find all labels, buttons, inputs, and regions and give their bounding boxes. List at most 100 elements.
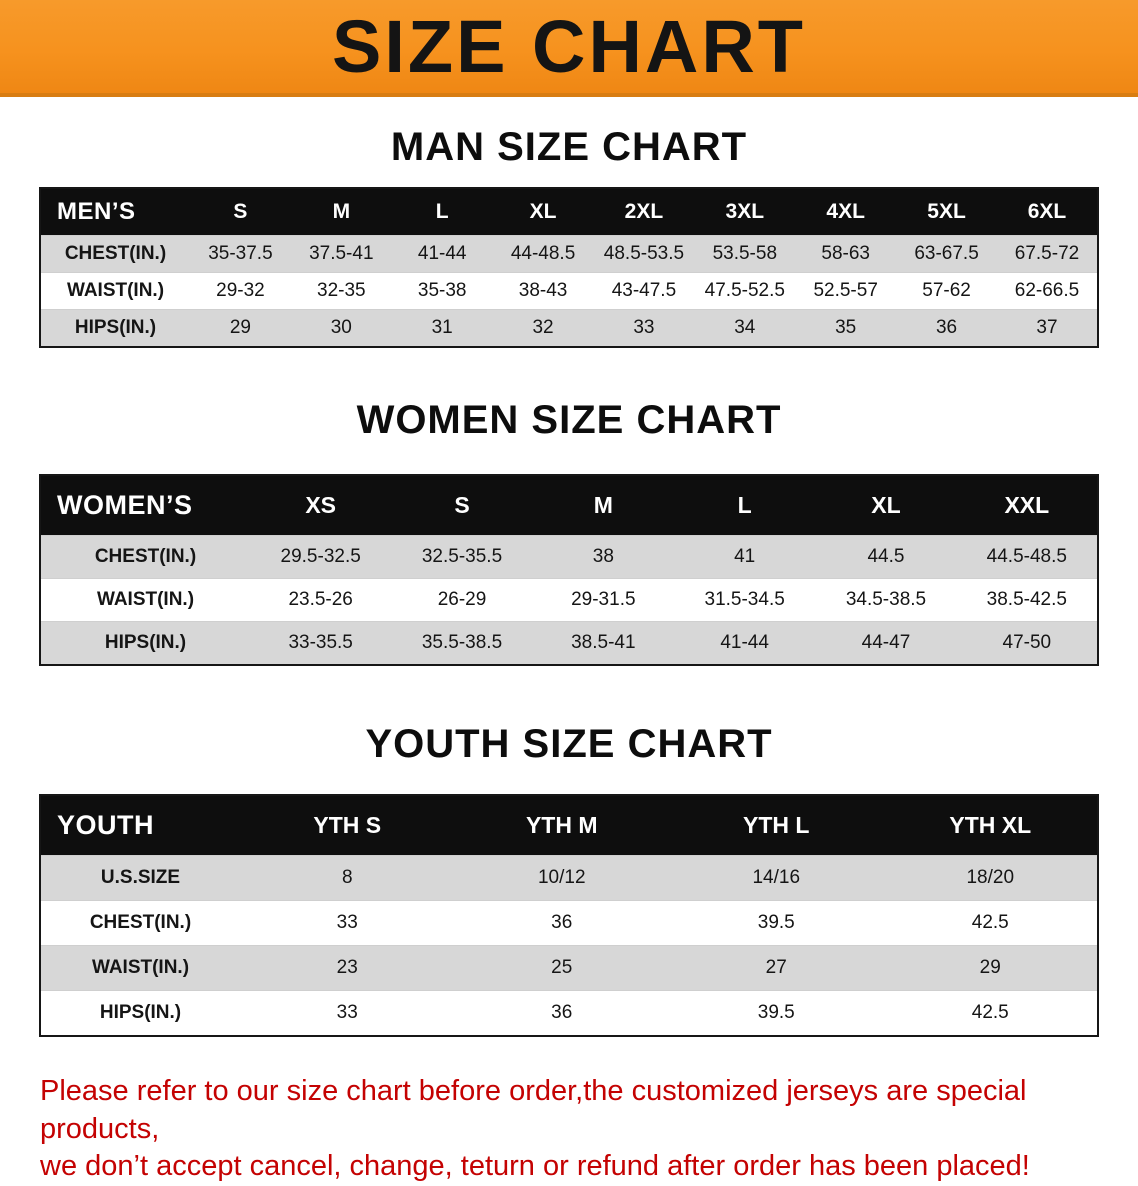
size-header-cell: M xyxy=(290,188,392,236)
size-header-cell: XXL xyxy=(956,475,1098,536)
value-cell: 63-67.5 xyxy=(914,243,979,264)
row-label-cell: HIPS(IN.) xyxy=(99,1002,182,1023)
size-header-cell: L xyxy=(673,475,816,536)
value-cell: 33 xyxy=(336,912,358,933)
size-header-cell: S xyxy=(391,475,533,536)
notice-line-2: we don’t accept cancel, change, teturn o… xyxy=(40,1150,1030,1183)
value-cell: 29-32 xyxy=(216,280,265,301)
value-cell: 41 xyxy=(734,546,756,567)
value-cell: 37 xyxy=(1036,317,1058,338)
value-cell: 29.5-32.5 xyxy=(280,546,361,567)
value-cell: 44.5 xyxy=(867,546,905,567)
size-header-cell: M xyxy=(532,475,674,536)
row-label-cell: CHEST(IN.) xyxy=(94,546,197,567)
value-cell: 34 xyxy=(734,317,756,338)
value-cell: 39.5 xyxy=(757,1002,795,1023)
value-cell: 41-44 xyxy=(417,243,467,264)
value-cell: 47.5-52.5 xyxy=(704,280,785,301)
value-cell: 30 xyxy=(330,317,352,338)
size-header-cell: S xyxy=(190,188,291,236)
row-label-cell: U.S.SIZE xyxy=(100,867,181,888)
value-cell: 32.5-35.5 xyxy=(421,546,503,567)
value-cell: 29-31.5 xyxy=(571,589,636,610)
table-row: HIPS(IN.) 33-35.5 35.5-38.5 38.5-41 41-44 44-… xyxy=(40,621,1098,665)
value-cell: 27 xyxy=(765,957,787,978)
notice-line-1: Please refer to our size chart before or… xyxy=(40,1075,1027,1145)
value-cell: 33-35.5 xyxy=(288,632,353,653)
value-cell: 33 xyxy=(336,1002,358,1023)
value-cell: 35-38 xyxy=(417,280,467,301)
value-cell: 44-47 xyxy=(861,632,911,653)
value-cell: 14/16 xyxy=(752,867,801,888)
value-cell: 58-63 xyxy=(821,243,870,264)
table-row: CHEST(IN.) 29.5-32.5 32.5-35.5 38 41 44.5 44.5… xyxy=(40,535,1098,579)
value-cell: 67.5-72 xyxy=(1014,243,1080,264)
size-header-cell: YTH L xyxy=(669,795,884,856)
women-size-table: WOMEN’S XS S M L XL XXL CHEST(IN.) 29.5-32.5 32.5… xyxy=(39,474,1099,666)
value-cell: 41-44 xyxy=(720,632,769,653)
table-row: HIPS(IN.) 33 36 39.5 42.5 xyxy=(40,990,1098,1036)
value-cell: 36 xyxy=(935,317,958,338)
value-cell: 8 xyxy=(341,867,353,888)
value-cell: 29 xyxy=(979,957,1001,978)
table-row: WAIST(IN.) 29-32 32-35 35-38 38-43 43-47.5 47.… xyxy=(40,272,1098,310)
value-cell: 44-48.5 xyxy=(510,243,576,264)
value-cell: 34.5-38.5 xyxy=(845,589,927,610)
table-title-cell: YOUTH xyxy=(40,795,240,856)
row-label-cell: WAIST(IN.) xyxy=(66,280,165,301)
value-cell: 52.5-57 xyxy=(813,280,878,301)
header-row: YOUTH YTH S YTH M YTH L YTH XL xyxy=(40,795,1098,856)
size-header-cell: 6XL xyxy=(997,188,1098,236)
value-cell: 23.5-26 xyxy=(288,589,353,610)
size-header-cell: 2XL xyxy=(593,188,695,236)
page-title: SIZE CHART xyxy=(332,4,806,88)
youth-size-chart-section: YOUTH SIZE CHART YOUTH YTH S YTH M YTH L YTH… xyxy=(0,722,1138,1037)
size-header-cell: 4XL xyxy=(795,188,897,236)
value-cell: 43-47.5 xyxy=(611,280,677,301)
value-cell: 35 xyxy=(835,317,857,338)
value-cell: 44.5-48.5 xyxy=(986,546,1067,567)
man-size-chart-title: MAN SIZE CHART xyxy=(390,125,748,169)
women-size-chart-title: WOMEN SIZE CHART xyxy=(356,398,782,442)
value-cell: 37.5-41 xyxy=(309,243,374,264)
header-row: MEN’S S M L XL 2XL 3XL 4XL 5XL 6XL xyxy=(40,188,1098,236)
table-row: WAIST(IN.) 23.5-26 26-29 29-31.5 31.5-34.5 34… xyxy=(40,578,1098,622)
value-cell: 32 xyxy=(532,317,554,338)
value-cell: 47-50 xyxy=(1002,632,1052,653)
value-cell: 18/20 xyxy=(966,867,1015,888)
size-header-cell: L xyxy=(391,188,493,236)
youth-size-table: YOUTH YTH S YTH M YTH L YTH XL U.S.SIZE 8 10/12… xyxy=(39,794,1099,1037)
value-cell: 53.5-58 xyxy=(712,243,778,264)
value-cell: 39.5 xyxy=(757,912,795,933)
size-header-cell: 5XL xyxy=(896,188,997,236)
table-row: WAIST(IN.) 23 25 27 29 xyxy=(40,945,1098,991)
value-cell: 31 xyxy=(431,317,453,338)
order-notice: Please refer to our size chart before or… xyxy=(40,1073,1098,1186)
size-header-cell: 3XL xyxy=(694,188,796,236)
value-cell: 31.5-34.5 xyxy=(704,589,785,610)
size-header-cell: YTH XL xyxy=(883,795,1098,856)
value-cell: 38-43 xyxy=(518,280,568,301)
table-title-cell: WOMEN’S xyxy=(40,475,250,536)
value-cell: 33 xyxy=(633,317,655,338)
value-cell: 35.5-38.5 xyxy=(421,632,503,653)
value-cell: 62-66.5 xyxy=(1014,280,1080,301)
value-cell: 38.5-42.5 xyxy=(986,589,1067,610)
value-cell: 42.5 xyxy=(971,1002,1009,1023)
value-cell: 36 xyxy=(551,1002,573,1023)
table-title-cell: MEN’S xyxy=(40,188,190,236)
row-label-cell: WAIST(IN.) xyxy=(96,589,195,610)
value-cell: 35-37.5 xyxy=(208,243,273,264)
row-label-cell: CHEST(IN.) xyxy=(89,912,192,933)
row-label-cell: HIPS(IN.) xyxy=(74,317,157,338)
value-cell: 57-62 xyxy=(922,280,971,301)
value-cell: 42.5 xyxy=(971,912,1009,933)
table-row: CHEST(IN.) 33 36 39.5 42.5 xyxy=(40,900,1098,946)
value-cell: 29 xyxy=(229,317,251,338)
value-cell: 26-29 xyxy=(437,589,487,610)
row-label-cell: HIPS(IN.) xyxy=(104,632,187,653)
size-header-cell: XL xyxy=(492,188,594,236)
value-cell: 36 xyxy=(551,912,573,933)
row-label-cell: CHEST(IN.) xyxy=(64,243,167,264)
